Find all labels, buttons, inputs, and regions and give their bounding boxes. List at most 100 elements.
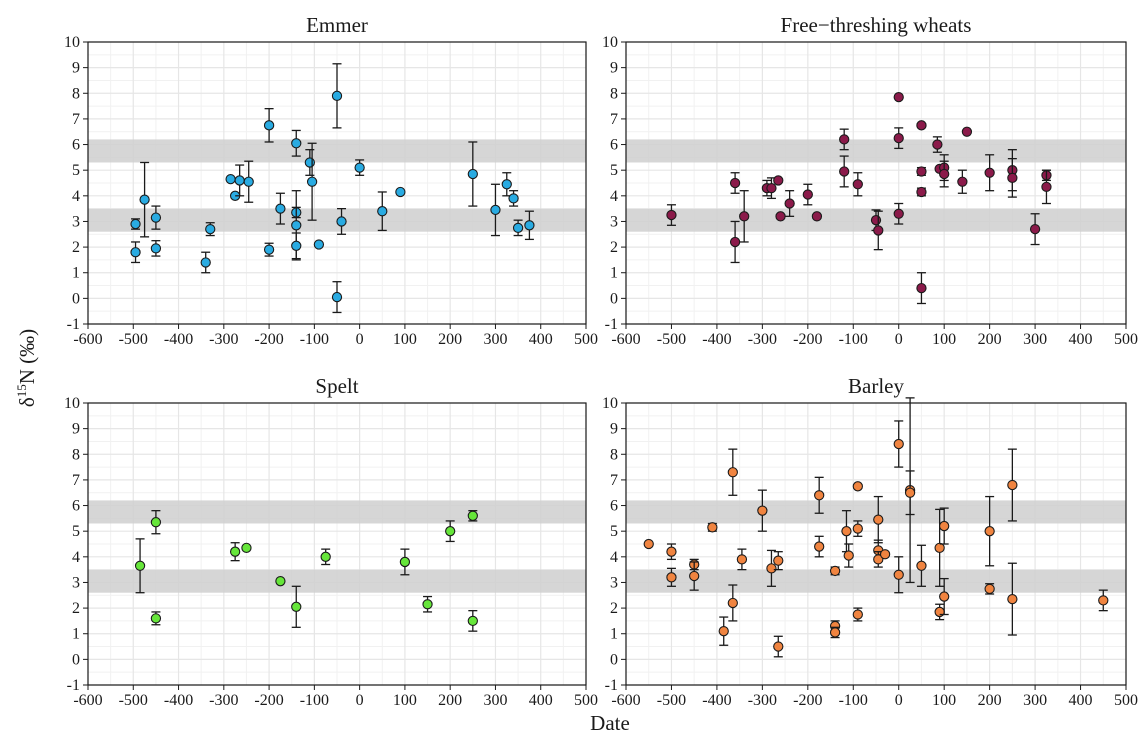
data-point <box>904 487 916 498</box>
data-point <box>666 209 677 221</box>
data-point <box>229 546 241 557</box>
data-point <box>784 198 795 209</box>
data-point <box>829 627 841 638</box>
data-point <box>841 526 852 537</box>
x-tick-label: 300 <box>1023 331 1047 348</box>
x-tick-label: -600 <box>611 331 640 348</box>
data-point <box>666 572 677 583</box>
data-point <box>377 206 388 217</box>
y-tick-label: 3 <box>610 574 618 591</box>
x-tick-label: -500 <box>119 331 148 348</box>
data-point <box>445 526 456 537</box>
data-point <box>916 282 927 294</box>
x-tick-label: 100 <box>932 331 956 348</box>
data-point <box>893 569 904 580</box>
data-point <box>916 166 927 177</box>
y-tick-label: 0 <box>610 651 618 668</box>
y-axis-label-superscript: 15 <box>14 384 29 397</box>
data-point <box>757 505 768 516</box>
data-point <box>313 239 325 250</box>
data-point <box>916 186 927 198</box>
y-tick-label: 6 <box>72 498 80 515</box>
x-tick-label: 500 <box>574 331 598 348</box>
data-point <box>1007 172 1018 184</box>
y-tick-label: 8 <box>610 85 618 102</box>
y-tick-label: 10 <box>602 34 618 51</box>
data-point <box>1007 593 1018 605</box>
x-tick-label: 100 <box>932 692 956 709</box>
x-tick-label: -300 <box>748 331 777 348</box>
y-tick-label: 7 <box>610 472 618 489</box>
data-point <box>984 526 995 537</box>
y-tick-label: -1 <box>67 316 80 333</box>
data-point <box>934 606 945 618</box>
data-point <box>939 591 950 602</box>
data-point <box>729 177 741 189</box>
x-tick-label: 200 <box>978 331 1002 348</box>
data-point <box>932 139 943 150</box>
data-point <box>467 510 478 521</box>
data-point <box>984 583 995 595</box>
data-point <box>263 244 275 255</box>
panel-spelt: -600 -500 -400 -300 -200 -100 0 100 200 300 400 500… <box>64 374 598 709</box>
x-tick-label: -600 <box>73 331 102 348</box>
data-point <box>984 167 995 178</box>
data-point <box>666 546 677 557</box>
data-point <box>422 599 433 610</box>
data-point <box>727 467 738 478</box>
x-tick-label: 400 <box>529 692 553 709</box>
data-point <box>852 523 863 534</box>
data-point <box>839 166 850 177</box>
data-point <box>957 176 968 187</box>
data-point <box>773 555 784 566</box>
x-tick-label: -500 <box>657 331 686 348</box>
data-point <box>736 554 748 565</box>
data-point <box>916 560 927 571</box>
x-tick-label: 0 <box>895 331 903 348</box>
y-tick-label: 7 <box>72 472 80 489</box>
y-tick-label: -1 <box>605 677 618 694</box>
data-point <box>811 211 823 222</box>
data-point <box>766 563 777 574</box>
data-point <box>773 641 784 652</box>
data-point <box>934 542 945 553</box>
data-point <box>814 490 825 501</box>
y-tick-label: 9 <box>610 60 618 77</box>
y-tick-label: 2 <box>72 600 80 617</box>
data-point <box>139 194 150 205</box>
x-tick-label: -300 <box>748 692 777 709</box>
panel-emmer: -600 -500 -400 -300 -200 -100 0 100 200 300 400 500… <box>64 13 598 348</box>
data-point <box>729 236 741 248</box>
data-point <box>707 522 718 533</box>
x-tick-label: -500 <box>119 692 148 709</box>
panel-title: Emmer <box>306 13 368 37</box>
panel-title: Free−threshing wheats <box>781 13 972 37</box>
data-point <box>467 615 478 627</box>
y-axis-label: δ15N (‰) <box>14 329 39 407</box>
x-tick-label: -300 <box>209 331 238 348</box>
reference-band <box>626 569 1126 593</box>
x-tick-label: -500 <box>657 692 686 709</box>
data-point <box>1098 595 1109 606</box>
y-tick-label: 1 <box>610 265 618 282</box>
x-tick-label: 0 <box>356 331 364 348</box>
x-tick-label: 0 <box>895 692 903 709</box>
data-point <box>263 120 275 131</box>
y-tick-label: -1 <box>67 677 80 694</box>
y-tick-label: 5 <box>610 162 618 179</box>
panel-title: Barley <box>848 374 904 398</box>
y-tick-label: 5 <box>72 162 80 179</box>
x-tick-label: -300 <box>209 692 238 709</box>
x-tick-label: -200 <box>254 692 283 709</box>
y-tick-label: 9 <box>610 421 618 438</box>
panel-barley: -600 -500 -400 -300 -200 -100 0 100 200 300 400 500… <box>602 374 1138 709</box>
panel-frame <box>625 402 1127 686</box>
x-tick-label: -400 <box>164 331 193 348</box>
y-tick-label: 0 <box>72 651 80 668</box>
x-tick-label: -400 <box>702 692 731 709</box>
x-tick-label: -600 <box>611 692 640 709</box>
data-point <box>775 211 786 222</box>
data-point <box>852 179 863 190</box>
